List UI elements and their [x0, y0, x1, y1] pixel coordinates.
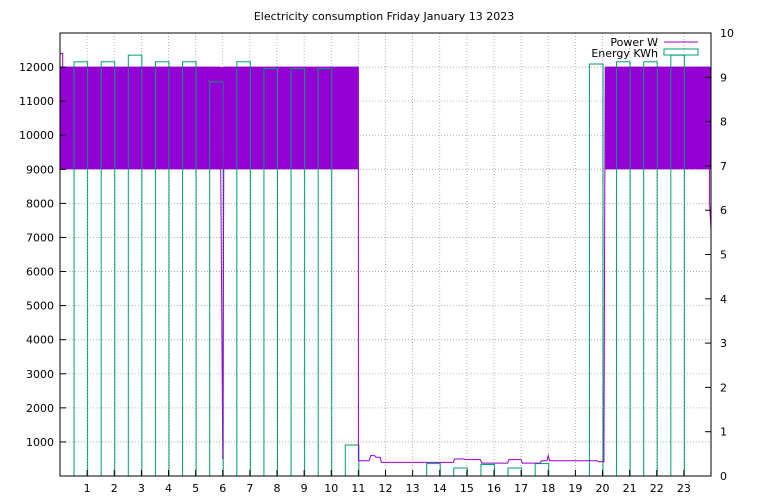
power-fill-band	[605, 67, 711, 170]
energy-bar	[507, 467, 523, 477]
legend-swatch-energy	[663, 48, 699, 56]
y-tick-label: 10000	[19, 129, 54, 142]
energy-bar	[453, 467, 468, 477]
x-tick-label: 8	[274, 482, 281, 495]
x-tick-label: 9	[301, 482, 308, 495]
y2-tick-label: 5	[720, 249, 727, 262]
y2-tick-label: 4	[720, 293, 727, 306]
y-tick-label: 6000	[26, 266, 54, 279]
y-tick-label: 12000	[19, 61, 54, 74]
chart-title: Electricity consumption Friday January 1…	[254, 10, 514, 23]
y2-tick-label: 3	[720, 337, 727, 350]
x-tick-label: 22	[650, 482, 664, 495]
x-axis-ticks: 1 2 3 4 5 6 7 8 9 10 11 12 13 14 15 16 17 18 19 20 21 22 23	[84, 470, 691, 495]
y-tick-label: 1000	[26, 436, 54, 449]
y-tick-label: 7000	[26, 231, 54, 244]
energy-bar	[426, 463, 441, 477]
y2-tick-label: 7	[720, 160, 727, 173]
energy-bar	[480, 463, 495, 477]
y2-tick-label: 10	[720, 27, 734, 40]
x-tick-label: 10	[324, 482, 338, 495]
x-tick-label: 17	[514, 482, 528, 495]
x-tick-label: 1	[84, 482, 91, 495]
y-tick-label: 9000	[26, 163, 54, 176]
x-tick-label: 21	[623, 482, 637, 495]
y2-tick-label: 6	[720, 204, 727, 217]
x-tick-label: 15	[460, 482, 474, 495]
y2-tick-label: 1	[720, 426, 727, 439]
energy-bar	[534, 463, 550, 477]
y-tick-label: 2000	[26, 402, 54, 415]
power-line	[60, 52, 712, 464]
legend-label-energy: Energy KWh	[591, 47, 658, 60]
x-tick-label: 7	[246, 482, 253, 495]
x-tick-label: 16	[487, 482, 501, 495]
y-tick-label: 5000	[26, 300, 54, 313]
x-tick-label: 13	[406, 482, 420, 495]
x-tick-label: 20	[596, 482, 610, 495]
y2-tick-label: 0	[720, 470, 727, 483]
energy-bar	[588, 63, 604, 477]
x-tick-label: 2	[111, 482, 118, 495]
y2-axis-ticks: 0 1 2 3 4 5 6 7 8 9 10	[705, 27, 734, 483]
x-tick-label: 18	[541, 482, 555, 495]
x-tick-label: 12	[379, 482, 393, 495]
x-tick-label: 14	[433, 482, 447, 495]
energy-bar	[344, 444, 360, 477]
y-tick-label: 8000	[26, 197, 54, 210]
x-tick-label: 3	[138, 482, 145, 495]
x-tick-label: 23	[677, 482, 691, 495]
y-tick-label: 4000	[26, 334, 54, 347]
y-tick-label: 11000	[19, 95, 54, 108]
y2-tick-label: 2	[720, 381, 727, 394]
y-axis-ticks: 1000 2000 3000 4000 5000 6000 7000 8000 9000 1000…	[19, 61, 66, 449]
x-tick-label: 6	[219, 482, 226, 495]
y-tick-label: 3000	[26, 368, 54, 381]
x-tick-label: 5	[192, 482, 199, 495]
y2-tick-label: 8	[720, 116, 727, 129]
legend-label-power: Power W	[610, 36, 658, 49]
y2-tick-label: 9	[720, 71, 727, 84]
x-tick-label: 4	[165, 482, 172, 495]
x-tick-label: 19	[568, 482, 582, 495]
x-tick-label: 11	[351, 482, 365, 495]
